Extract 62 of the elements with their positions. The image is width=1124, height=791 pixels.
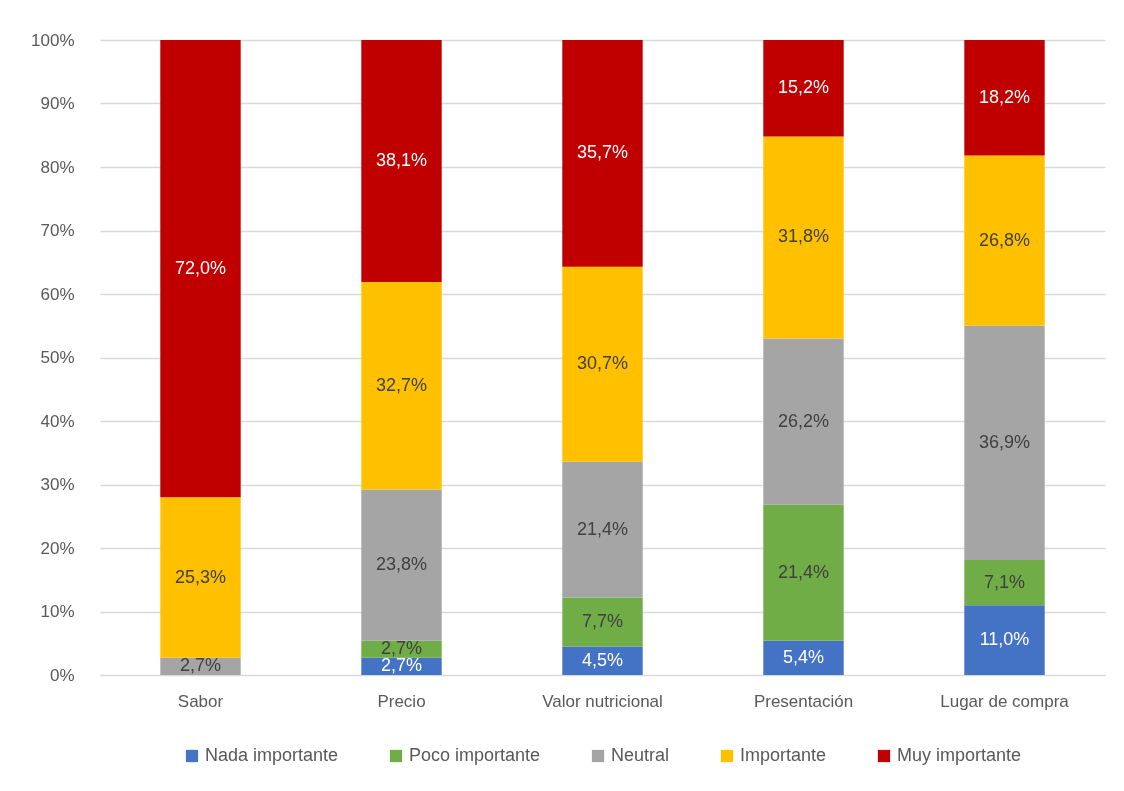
data-label: 15,2%	[777, 77, 830, 98]
bar	[763, 504, 844, 641]
data-label: 25,3%	[174, 566, 227, 587]
legend-label: Muy importante	[897, 745, 1022, 765]
bar	[964, 40, 1045, 156]
bar	[562, 646, 643, 675]
data-label: 7,7%	[581, 610, 624, 631]
y-tick-label: 10%	[40, 602, 75, 621]
y-tick-label: 70%	[40, 221, 75, 240]
bar	[763, 338, 844, 505]
bar	[964, 325, 1045, 561]
y-tick-label: 90%	[40, 94, 75, 113]
x-tick-label: Lugar de compra	[940, 691, 1070, 711]
bar	[763, 136, 844, 339]
bar	[160, 40, 241, 498]
data-label: 23,8%	[375, 554, 428, 575]
bar	[562, 461, 643, 598]
data-label: 5,4%	[782, 646, 825, 667]
y-tick-label: 50%	[40, 348, 75, 367]
data-label: 2,7%	[179, 655, 222, 676]
legend-label: Neutral	[611, 745, 670, 765]
bar	[763, 640, 844, 675]
bar	[361, 281, 442, 490]
legend-label: Poco importante	[409, 745, 541, 765]
bar	[562, 597, 643, 647]
data-label: 26,8%	[978, 229, 1031, 250]
legend-label: Importante	[740, 745, 827, 765]
legend-label: Nada importante	[205, 745, 339, 765]
x-tick-label: Sabor	[177, 691, 224, 711]
bar	[964, 605, 1045, 675]
data-label: 7,1%	[983, 571, 1026, 592]
data-label: 4,5%	[581, 649, 624, 670]
data-label: 36,9%	[978, 431, 1031, 452]
data-label: 35,7%	[576, 142, 629, 163]
bar	[361, 40, 442, 282]
data-label: 31,8%	[777, 226, 830, 247]
data-label: 21,4%	[777, 561, 830, 582]
bar	[562, 40, 643, 267]
bar	[361, 489, 442, 641]
data-label: 32,7%	[375, 374, 428, 395]
bar	[763, 40, 844, 137]
y-tick-label: 40%	[40, 411, 75, 431]
y-tick-label: 80%	[40, 157, 75, 177]
x-tick-label: Valor nutricional	[542, 691, 663, 711]
data-label: 38,1%	[375, 149, 428, 170]
data-label: 72,0%	[174, 257, 227, 278]
y-tick-label: 30%	[40, 475, 75, 494]
y-tick-label: 20%	[40, 538, 75, 558]
data-label: 11,0%	[979, 629, 1030, 650]
y-tick-label: 0%	[49, 665, 75, 685]
bar	[562, 266, 643, 462]
bar	[964, 155, 1045, 326]
y-tick-label: 60%	[40, 284, 75, 304]
bar	[964, 560, 1045, 606]
bar	[160, 497, 241, 658]
y-tick-label: 100%	[31, 30, 75, 50]
data-label: 30,7%	[576, 353, 629, 374]
data-label: 26,2%	[777, 410, 830, 431]
x-tick-label: Presentación	[753, 691, 854, 711]
x-tick-label: Precio	[377, 691, 426, 711]
data-label: 21,4%	[576, 518, 629, 539]
data-label: 18,2%	[978, 86, 1031, 107]
